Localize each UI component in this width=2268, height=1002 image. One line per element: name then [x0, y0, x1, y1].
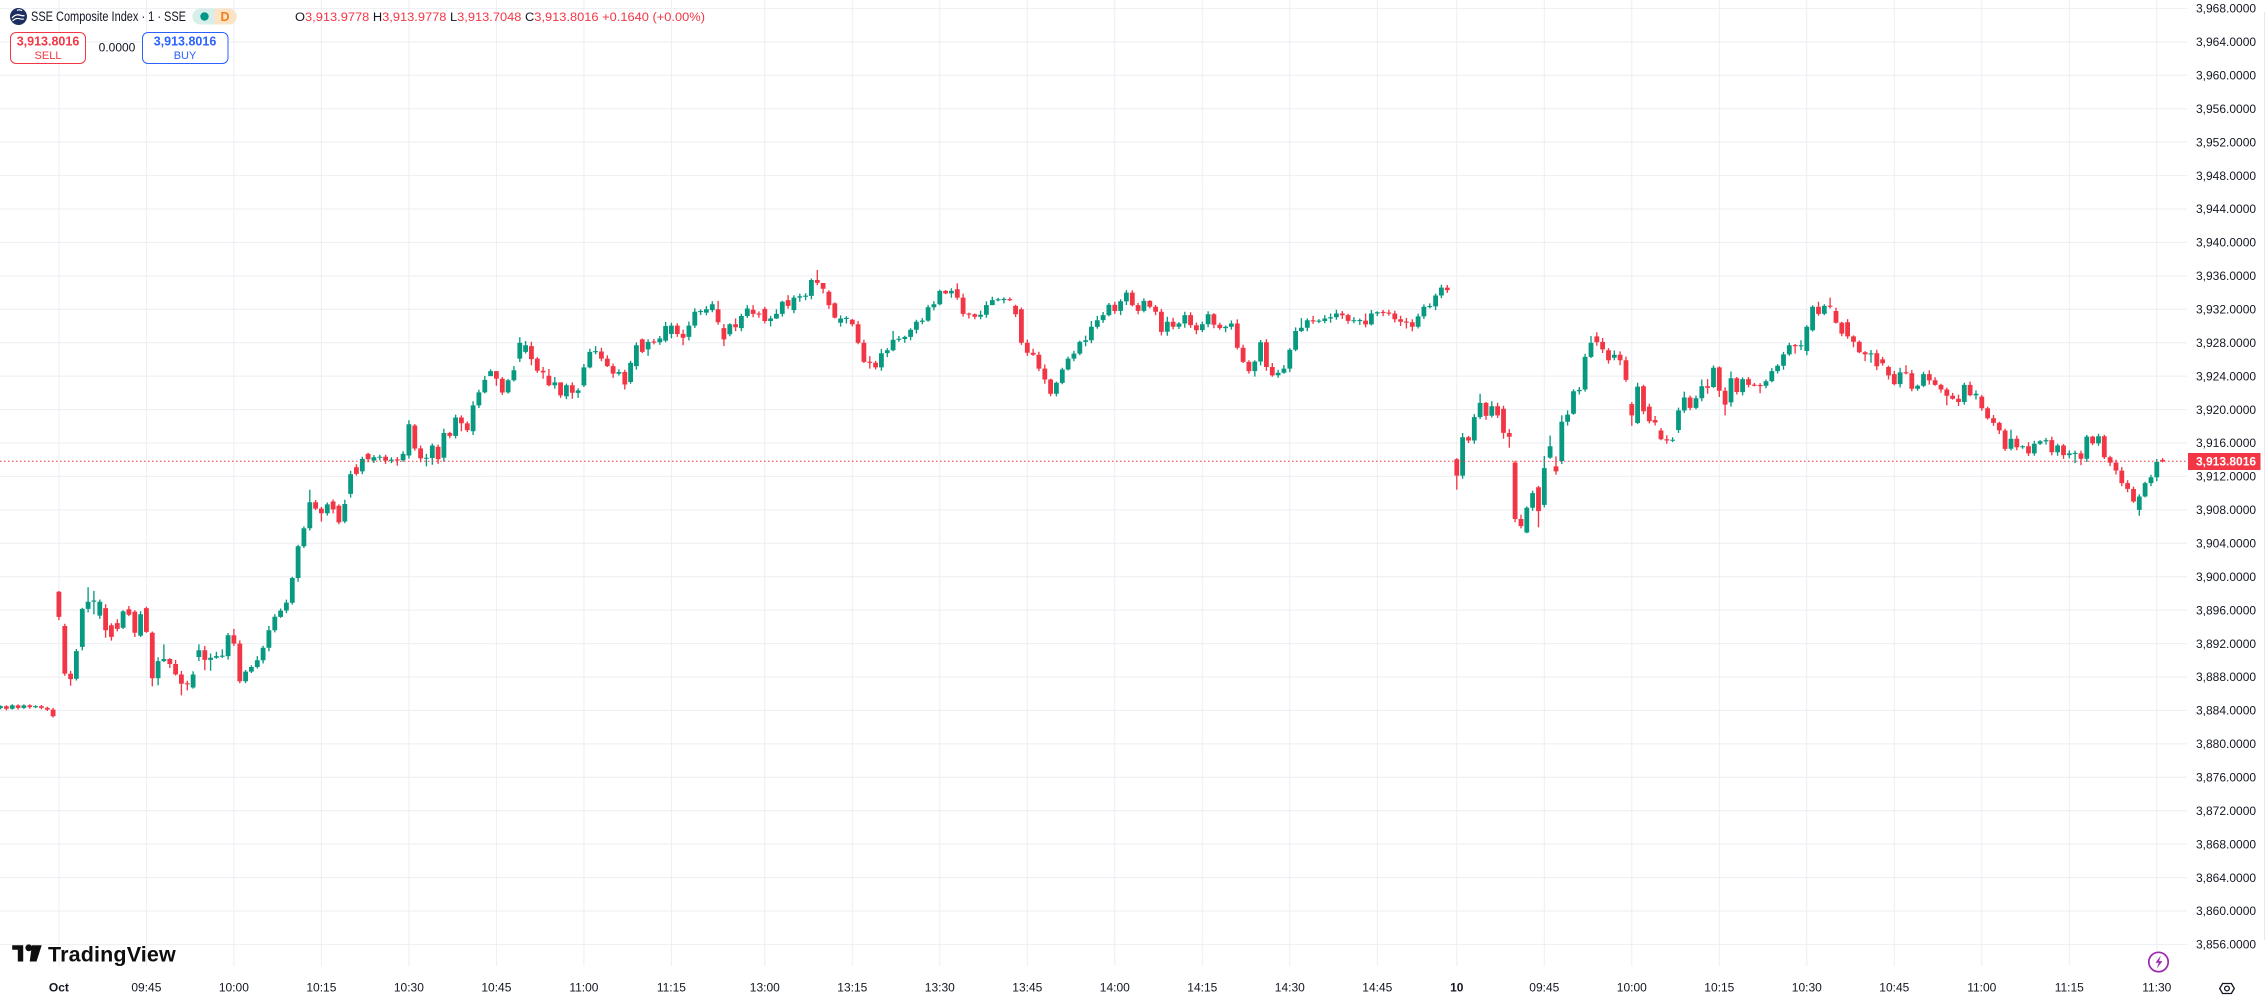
svg-text:09:45: 09:45 — [131, 981, 161, 995]
svg-text:3,964.0000: 3,964.0000 — [2196, 35, 2256, 49]
svg-text:13:00: 13:00 — [750, 981, 780, 995]
svg-text:3,944.0000: 3,944.0000 — [2196, 202, 2256, 216]
svg-text:3,864.0000: 3,864.0000 — [2196, 871, 2256, 885]
svg-text:10:30: 10:30 — [1792, 981, 1822, 995]
svg-text:10:00: 10:00 — [219, 981, 249, 995]
svg-text:3,948.0000: 3,948.0000 — [2196, 169, 2256, 183]
svg-text:10:00: 10:00 — [1617, 981, 1647, 995]
svg-text:3,896.0000: 3,896.0000 — [2196, 603, 2256, 617]
svg-text:3,892.0000: 3,892.0000 — [2196, 637, 2256, 651]
svg-text:0.0000: 0.0000 — [99, 41, 136, 55]
svg-text:3,904.0000: 3,904.0000 — [2196, 537, 2256, 551]
svg-text:13:45: 13:45 — [1012, 981, 1042, 995]
svg-text:3,868.0000: 3,868.0000 — [2196, 837, 2256, 851]
svg-text:3,952.0000: 3,952.0000 — [2196, 135, 2256, 149]
svg-text:10:15: 10:15 — [306, 981, 336, 995]
svg-text:TradingView: TradingView — [48, 943, 176, 967]
svg-text:10: 10 — [1450, 981, 1464, 995]
svg-text:3,860.0000: 3,860.0000 — [2196, 904, 2256, 918]
svg-text:3,884.0000: 3,884.0000 — [2196, 704, 2256, 718]
svg-text:3,956.0000: 3,956.0000 — [2196, 102, 2256, 116]
svg-text:11:00: 11:00 — [1967, 981, 1996, 995]
svg-text:11:00: 11:00 — [569, 981, 598, 995]
svg-text:3,876.0000: 3,876.0000 — [2196, 771, 2256, 785]
svg-text:14:45: 14:45 — [1362, 981, 1392, 995]
svg-text:10:30: 10:30 — [394, 981, 424, 995]
svg-text:11:15: 11:15 — [2055, 981, 2084, 995]
svg-text:3,928.0000: 3,928.0000 — [2196, 336, 2256, 350]
svg-text:3,872.0000: 3,872.0000 — [2196, 804, 2256, 818]
svg-text:10:45: 10:45 — [481, 981, 511, 995]
svg-text:3,936.0000: 3,936.0000 — [2196, 269, 2256, 283]
svg-text:SSE Composite Index · 1 · SSE: SSE Composite Index · 1 · SSE — [31, 9, 186, 24]
svg-text:13:15: 13:15 — [837, 981, 867, 995]
svg-text:11:30: 11:30 — [2142, 981, 2171, 995]
svg-text:3,940.0000: 3,940.0000 — [2196, 236, 2256, 250]
svg-text:13:30: 13:30 — [925, 981, 955, 995]
svg-text:11:15: 11:15 — [657, 981, 686, 995]
svg-text:3,856.0000: 3,856.0000 — [2196, 938, 2256, 952]
svg-text:3,916.0000: 3,916.0000 — [2196, 436, 2256, 450]
svg-text:3,888.0000: 3,888.0000 — [2196, 670, 2256, 684]
svg-text:09:45: 09:45 — [1529, 981, 1559, 995]
svg-text:3,924.0000: 3,924.0000 — [2196, 369, 2256, 383]
svg-text:Oct: Oct — [49, 981, 69, 995]
svg-text:3,968.0000: 3,968.0000 — [2196, 2, 2256, 16]
svg-text:O3,913.9778 H3,913.9778 L3,9: O3,913.9778 H3,913.9778 L3,913.7048 C3,9… — [295, 10, 705, 24]
svg-text:10:15: 10:15 — [1704, 981, 1734, 995]
svg-text:10:45: 10:45 — [1879, 981, 1909, 995]
svg-text:3,932.0000: 3,932.0000 — [2196, 303, 2256, 317]
svg-text:3,900.0000: 3,900.0000 — [2196, 570, 2256, 584]
svg-text:14:00: 14:00 — [1100, 981, 1130, 995]
svg-text:3,913.8016: 3,913.8016 — [154, 35, 217, 49]
svg-text:SELL: SELL — [35, 50, 62, 62]
svg-text:D: D — [221, 10, 230, 24]
svg-text:3,913.8016: 3,913.8016 — [2196, 455, 2256, 469]
svg-text:14:30: 14:30 — [1275, 981, 1305, 995]
svg-text:3,960.0000: 3,960.0000 — [2196, 69, 2256, 83]
svg-text:3,920.0000: 3,920.0000 — [2196, 403, 2256, 417]
svg-text:14:15: 14:15 — [1187, 981, 1217, 995]
svg-text:3,912.0000: 3,912.0000 — [2196, 470, 2256, 484]
svg-text:3,880.0000: 3,880.0000 — [2196, 737, 2256, 751]
svg-text:BUY: BUY — [174, 50, 197, 62]
svg-text:3,908.0000: 3,908.0000 — [2196, 503, 2256, 517]
svg-text:3,913.8016: 3,913.8016 — [17, 35, 80, 49]
